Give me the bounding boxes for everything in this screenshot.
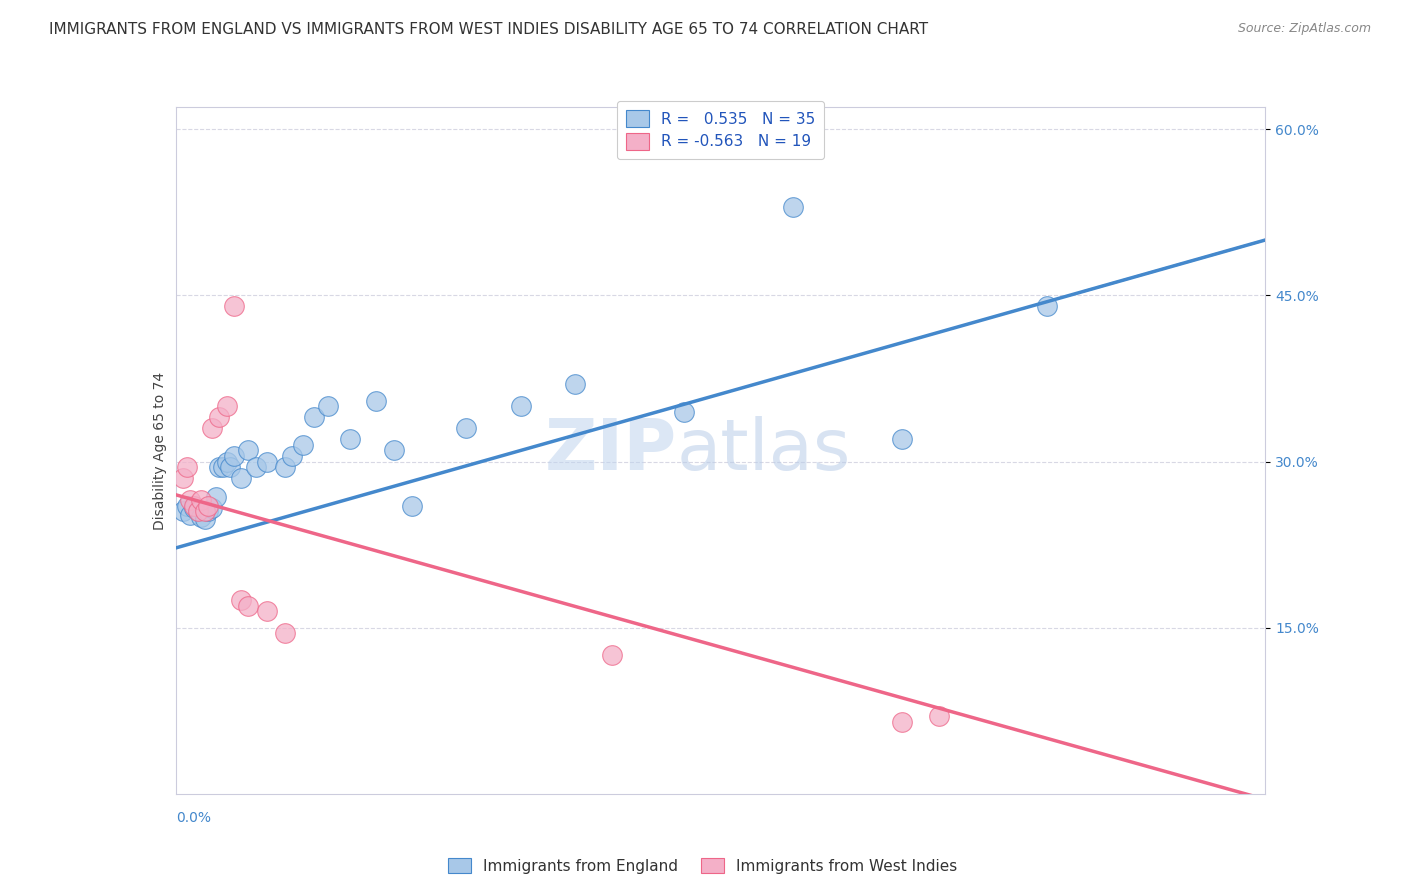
Text: 0.0%: 0.0% <box>176 811 211 825</box>
Point <box>238 443 260 458</box>
Text: IMMIGRANTS FROM ENGLAND VS IMMIGRANTS FROM WEST INDIES DISABILITY AGE 65 TO 74 C: IMMIGRANTS FROM ENGLAND VS IMMIGRANTS FR… <box>49 22 928 37</box>
Point <box>928 709 950 723</box>
Text: atlas: atlas <box>678 416 852 485</box>
Point <box>201 501 224 516</box>
Point <box>401 499 423 513</box>
Point <box>190 510 212 524</box>
Point <box>238 599 260 613</box>
Point <box>256 604 278 618</box>
Point <box>231 593 253 607</box>
Point <box>197 504 219 518</box>
Y-axis label: Disability Age 65 to 74: Disability Age 65 to 74 <box>153 371 167 530</box>
Point <box>782 200 804 214</box>
Point <box>245 460 267 475</box>
Point <box>364 393 387 408</box>
Text: ZIP: ZIP <box>544 416 678 485</box>
Point <box>183 499 205 513</box>
Point <box>600 648 623 663</box>
Point <box>281 449 304 463</box>
Point <box>183 501 205 516</box>
Point <box>219 460 242 475</box>
Point <box>274 626 297 640</box>
Point <box>208 460 231 475</box>
Text: Source: ZipAtlas.com: Source: ZipAtlas.com <box>1237 22 1371 36</box>
Point <box>212 460 235 475</box>
Point <box>197 499 219 513</box>
Point <box>176 460 198 475</box>
Point <box>186 504 209 518</box>
Legend: Immigrants from England, Immigrants from West Indies: Immigrants from England, Immigrants from… <box>441 852 965 880</box>
Point <box>291 438 314 452</box>
Point <box>456 421 478 435</box>
Point <box>509 399 531 413</box>
Point <box>201 421 224 435</box>
Point <box>215 399 238 413</box>
Point <box>891 433 914 447</box>
Point <box>179 493 201 508</box>
Point <box>222 449 245 463</box>
Point <box>186 504 209 518</box>
Point <box>176 499 198 513</box>
Point <box>382 443 405 458</box>
Point <box>302 410 325 425</box>
Point <box>215 454 238 468</box>
Point <box>204 490 226 504</box>
Legend: R =   0.535   N = 35, R = -0.563   N = 19: R = 0.535 N = 35, R = -0.563 N = 19 <box>617 101 824 159</box>
Point <box>172 504 194 518</box>
Point <box>318 399 340 413</box>
Point <box>1036 300 1059 314</box>
Point <box>222 300 245 314</box>
Point <box>194 512 217 526</box>
Point <box>190 493 212 508</box>
Point <box>256 454 278 468</box>
Point <box>673 405 696 419</box>
Point <box>339 433 361 447</box>
Point <box>564 376 586 391</box>
Point <box>172 471 194 485</box>
Point <box>274 460 297 475</box>
Point <box>194 504 217 518</box>
Point <box>179 508 201 522</box>
Point <box>208 410 231 425</box>
Point <box>231 471 253 485</box>
Point <box>891 714 914 729</box>
